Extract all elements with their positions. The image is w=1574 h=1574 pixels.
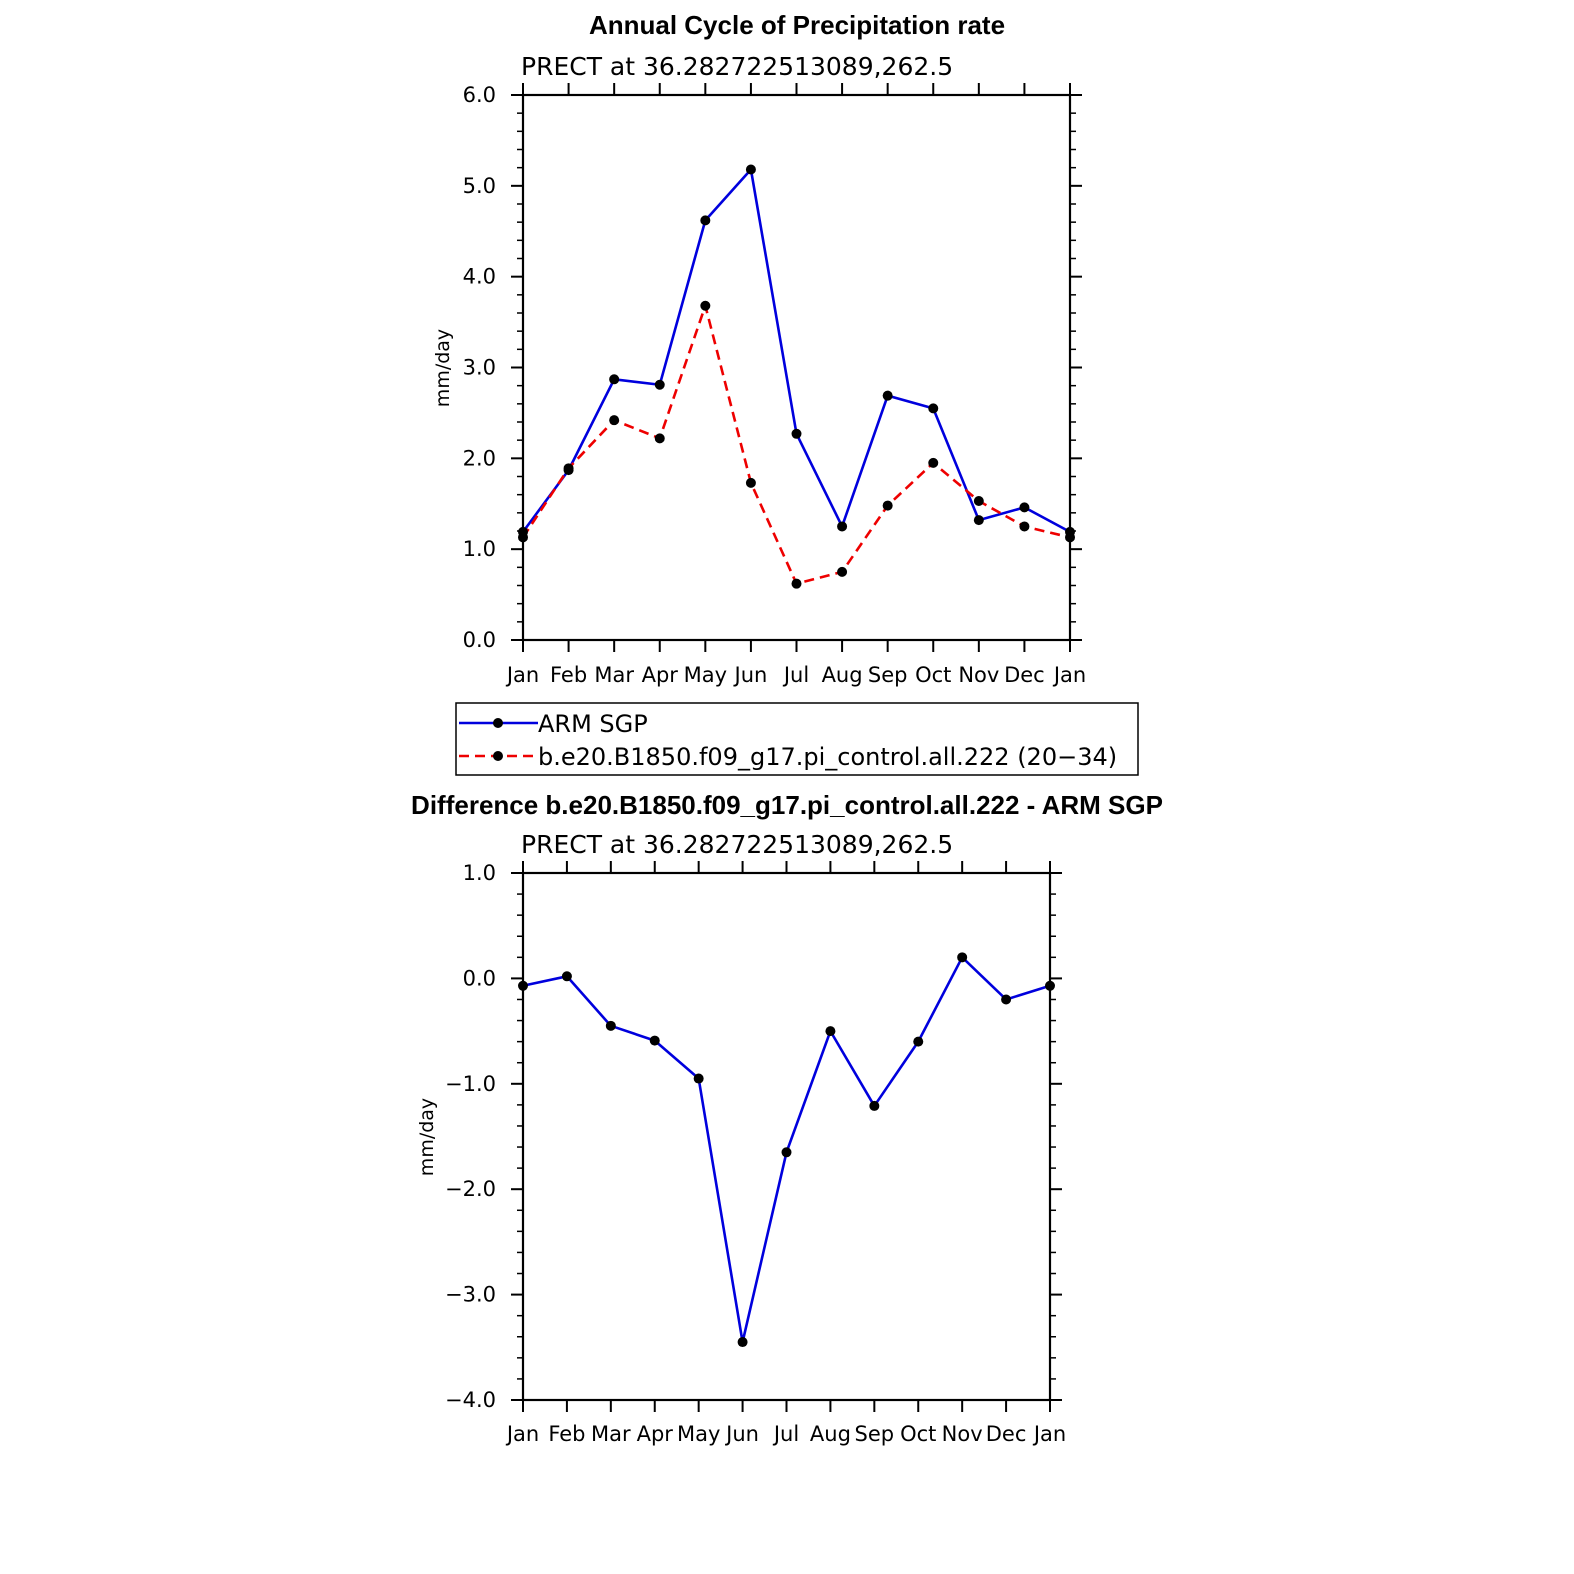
x-tick-label: Dec xyxy=(1004,663,1045,687)
x-tick-label: Feb xyxy=(550,663,587,687)
legend-box xyxy=(455,702,1139,776)
data-point-arm-sgp xyxy=(791,428,802,439)
data-point-b-e20-b1850-f09-g17-pi-control-all-222-20-34 xyxy=(791,578,802,589)
data-point-series-0 xyxy=(693,1073,704,1084)
data-point-arm-sgp xyxy=(973,515,984,526)
data-point-b-e20-b1850-f09-g17-pi-control-all-222-20-34 xyxy=(654,433,665,444)
x-tick-label: Jan xyxy=(505,1422,539,1446)
chart-subtitle: PRECT at 36.282722513089,262.5 xyxy=(521,52,953,81)
legend: ARM SGP b.e20.B1850.f09_g17.pi_control.a… xyxy=(455,702,1139,776)
data-point-series-0 xyxy=(913,1036,924,1047)
data-point-arm-sgp xyxy=(928,403,939,414)
x-tick-label: Sep xyxy=(868,663,908,687)
difference-chart: Difference b.e20.B1850.f09_g17.pi_contro… xyxy=(411,790,1163,1446)
data-point-b-e20-b1850-f09-g17-pi-control-all-222-20-34 xyxy=(745,477,756,488)
y-tick-label: 1.0 xyxy=(463,537,496,561)
x-tick-label: Mar xyxy=(591,1422,631,1446)
legend-label-model: b.e20.B1850.f09_g17.pi_control.all.222 (… xyxy=(538,743,1117,771)
data-point-b-e20-b1850-f09-g17-pi-control-all-222-20-34 xyxy=(973,496,984,507)
x-tick-label: Jan xyxy=(1032,1422,1066,1446)
data-point-series-0 xyxy=(1001,994,1012,1005)
data-point-series-0 xyxy=(649,1035,660,1046)
y-tick-label: −1.0 xyxy=(445,1072,496,1096)
x-tick-label: Oct xyxy=(900,1422,936,1446)
y-tick-label: 2.0 xyxy=(463,446,496,470)
data-point-series-0 xyxy=(781,1147,792,1158)
data-point-arm-sgp xyxy=(837,521,848,532)
data-point-b-e20-b1850-f09-g17-pi-control-all-222-20-34 xyxy=(1065,532,1075,543)
chart-title: Annual Cycle of Precipitation rate xyxy=(589,10,1005,40)
data-point-series-0 xyxy=(825,1026,836,1037)
data-point-series-0 xyxy=(737,1337,748,1348)
chart-subtitle: PRECT at 36.282722513089,262.5 xyxy=(521,830,953,859)
y-axis-label: mm/day xyxy=(432,329,454,407)
series-line-b-e20-b1850-f09-g17-pi-control-all-222-20-34 xyxy=(521,304,1071,585)
chart-title: Difference b.e20.B1850.f09_g17.pi_contro… xyxy=(411,790,1163,820)
y-tick-label: 1.0 xyxy=(463,861,496,885)
x-tick-label: Jun xyxy=(724,1422,759,1446)
y-tick-label: 0.0 xyxy=(463,966,496,990)
x-tick-label: May xyxy=(677,1422,720,1446)
data-point-series-0 xyxy=(957,952,968,963)
data-point-b-e20-b1850-f09-g17-pi-control-all-222-20-34 xyxy=(609,415,620,426)
x-tick-label: Feb xyxy=(548,1422,585,1446)
data-point-b-e20-b1850-f09-g17-pi-control-all-222-20-34 xyxy=(700,300,711,311)
x-tick-label: Jan xyxy=(1052,663,1086,687)
x-tick-label: Apr xyxy=(637,1422,674,1446)
x-tick-label: Aug xyxy=(822,663,863,687)
x-tick-label: Aug xyxy=(810,1422,851,1446)
legend-marker-arm-sgp xyxy=(493,718,503,728)
data-point-arm-sgp xyxy=(882,390,893,401)
data-point-b-e20-b1850-f09-g17-pi-control-all-222-20-34 xyxy=(837,566,848,577)
annual-cycle-chart: Annual Cycle of Precipitation rate PRECT… xyxy=(432,10,1086,687)
data-point-arm-sgp xyxy=(609,374,620,385)
x-tick-label: Dec xyxy=(986,1422,1027,1446)
x-tick-label: Apr xyxy=(642,663,679,687)
x-tick-label: Jul xyxy=(772,1422,799,1446)
series-line-arm-sgp xyxy=(521,168,1071,534)
x-tick-label: May xyxy=(684,663,727,687)
x-tick-label: Oct xyxy=(915,663,951,687)
y-tick-label: −2.0 xyxy=(445,1177,496,1201)
data-point-arm-sgp xyxy=(745,164,756,175)
data-point-b-e20-b1850-f09-g17-pi-control-all-222-20-34 xyxy=(882,500,893,511)
data-point-series-0 xyxy=(518,980,528,991)
data-point-b-e20-b1850-f09-g17-pi-control-all-222-20-34 xyxy=(563,463,574,474)
y-tick-label: 4.0 xyxy=(463,265,496,289)
data-point-arm-sgp xyxy=(654,379,665,390)
data-point-b-e20-b1850-f09-g17-pi-control-all-222-20-34 xyxy=(518,532,528,543)
data-point-series-0 xyxy=(561,971,572,982)
plot-frame xyxy=(521,93,1072,642)
data-point-series-0 xyxy=(869,1100,880,1111)
y-tick-label: 5.0 xyxy=(463,174,496,198)
x-tick-label: Jun xyxy=(733,663,768,687)
y-tick-label: −4.0 xyxy=(445,1388,496,1412)
data-point-arm-sgp xyxy=(1019,502,1030,513)
y-tick-label: 6.0 xyxy=(463,83,496,107)
y-tick-label: −3.0 xyxy=(445,1283,496,1307)
y-tick-label: 3.0 xyxy=(463,356,496,380)
x-tick-label: Jul xyxy=(782,663,809,687)
data-point-b-e20-b1850-f09-g17-pi-control-all-222-20-34 xyxy=(1019,521,1030,532)
x-tick-label: Sep xyxy=(855,1422,895,1446)
legend-marker-model xyxy=(493,751,503,761)
data-point-series-0 xyxy=(1045,980,1055,991)
plot-frame xyxy=(521,871,1052,1402)
x-tick-label: Mar xyxy=(594,663,634,687)
data-point-series-0 xyxy=(605,1020,616,1031)
data-point-arm-sgp xyxy=(700,215,711,226)
y-tick-label: 0.0 xyxy=(463,628,496,652)
data-point-b-e20-b1850-f09-g17-pi-control-all-222-20-34 xyxy=(928,457,939,468)
y-axis-label: mm/day xyxy=(416,1098,438,1176)
legend-label-arm-sgp: ARM SGP xyxy=(538,710,648,738)
x-tick-label: Jan xyxy=(505,663,539,687)
x-tick-label: Nov xyxy=(958,663,999,687)
x-tick-label: Nov xyxy=(942,1422,983,1446)
